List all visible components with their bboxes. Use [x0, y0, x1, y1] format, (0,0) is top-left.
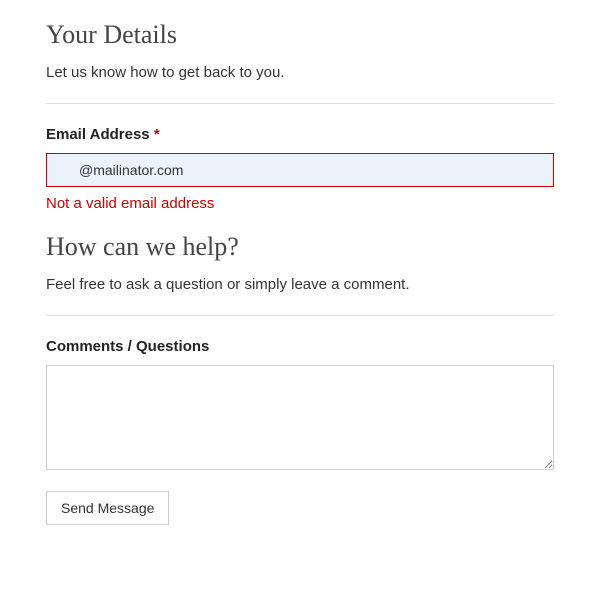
- details-heading: Your Details: [46, 20, 554, 50]
- email-label-text: Email Address: [46, 126, 150, 143]
- email-error-message: Not a valid email address: [46, 195, 554, 212]
- comments-label: Comments / Questions: [46, 338, 554, 355]
- comments-textarea[interactable]: [46, 365, 554, 470]
- divider: [46, 103, 554, 104]
- details-description: Let us know how to get back to you.: [46, 64, 554, 81]
- divider: [46, 315, 554, 316]
- email-input[interactable]: [46, 153, 554, 187]
- help-description: Feel free to ask a question or simply le…: [46, 276, 554, 293]
- email-label: Email Address *: [46, 126, 554, 143]
- help-heading: How can we help?: [46, 232, 554, 262]
- required-indicator: *: [154, 126, 160, 143]
- send-message-button[interactable]: Send Message: [46, 491, 169, 525]
